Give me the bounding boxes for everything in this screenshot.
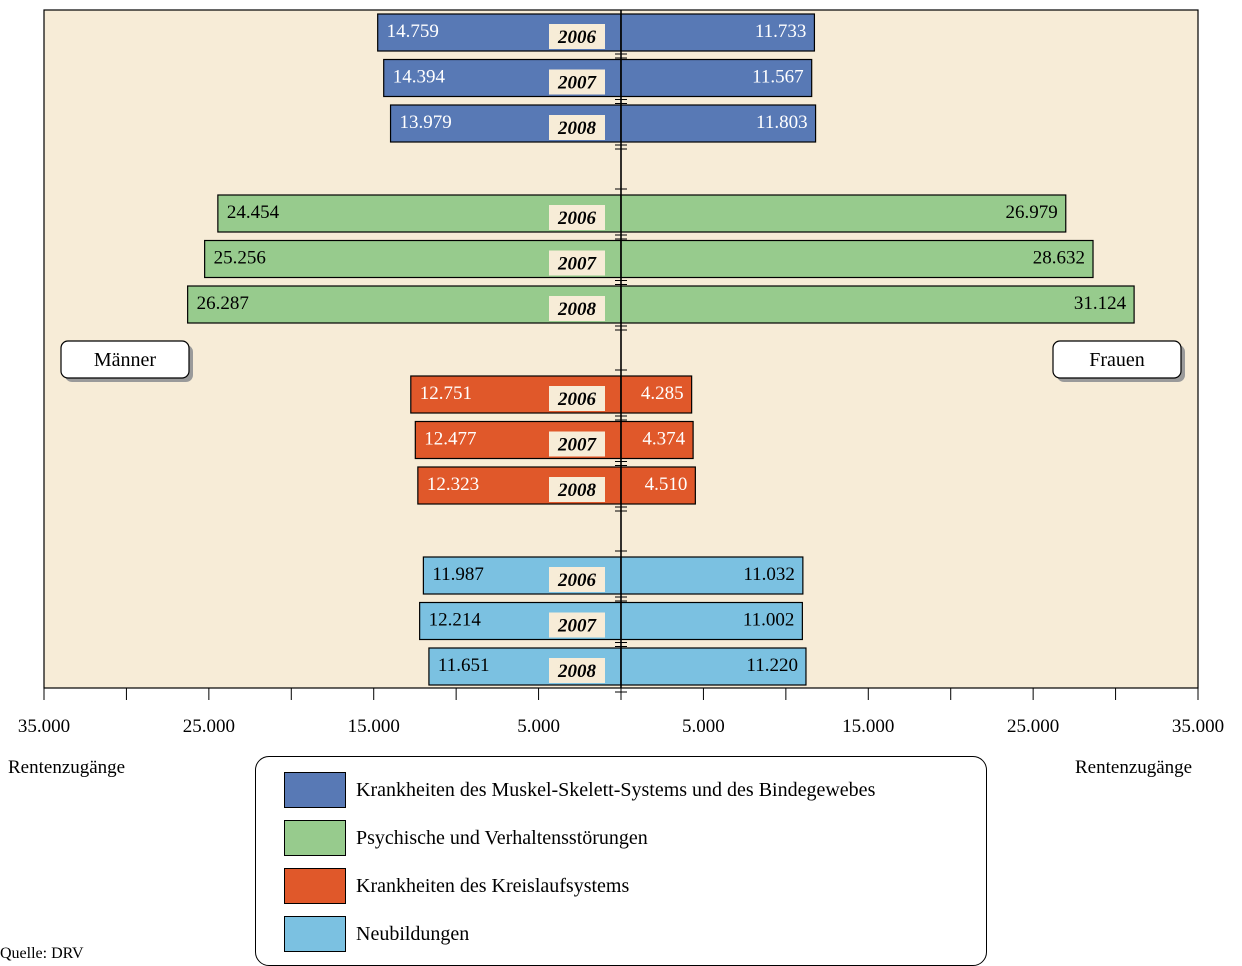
year-label-box [549, 431, 605, 457]
bar-women [620, 58, 813, 98]
year-label-box [549, 567, 605, 592]
data-label-women: 11.803 [756, 112, 808, 133]
x-tick-label: 35.000 [1172, 716, 1224, 737]
year-label-box [549, 658, 605, 683]
data-label-men: 12.214 [429, 610, 482, 631]
year-label: 2006 [557, 389, 597, 410]
bar-women [620, 13, 816, 52]
year-label: 2008 [557, 661, 597, 682]
legend-swatch [284, 820, 346, 856]
source-note: Quelle: DRV [0, 945, 84, 962]
year-label-box [549, 386, 605, 411]
data-label-men: 25.256 [214, 248, 266, 269]
year-label: 2008 [557, 118, 597, 139]
year-label-box [549, 24, 605, 49]
data-label-men: 12.751 [420, 383, 472, 404]
legend-label: Krankheiten des Kreislaufsystems [356, 874, 630, 897]
bar-women [620, 194, 1067, 233]
year-label-box [549, 115, 605, 140]
butterfly-chart: 14.759 11.733 2006 14.394 11.567 2007 13.979 11… [18, 9, 1224, 737]
data-label-women: 4.285 [641, 383, 684, 404]
women-box [1052, 340, 1182, 379]
data-label-men: 13.979 [400, 112, 452, 133]
year-label: 2006 [557, 208, 597, 229]
data-label-men: 14.394 [393, 67, 446, 88]
data-label-women: 26.979 [1006, 202, 1058, 223]
data-label-men: 12.477 [424, 429, 476, 450]
legend-item: Neubildungen [284, 915, 469, 953]
legend-item: Psychische und Verhaltensstörungen [284, 819, 648, 857]
bar-women [620, 285, 1135, 324]
data-label-men: 12.323 [427, 474, 479, 495]
year-label: 2008 [557, 480, 597, 501]
bar-women [620, 239, 1094, 279]
year-label-box [549, 612, 605, 638]
x-axis-label-left: Rentenzugänge [8, 757, 126, 778]
bar-women [620, 466, 696, 505]
year-label-box [549, 296, 605, 321]
year-label: 2007 [557, 616, 598, 637]
data-label-women: 11.032 [743, 564, 795, 585]
year-label: 2007 [557, 435, 598, 456]
data-label-men: 14.759 [387, 21, 439, 42]
year-label-box [549, 69, 605, 95]
data-label-men: 11.987 [432, 564, 484, 585]
x-tick-label: 5.000 [517, 716, 560, 737]
data-label-men: 24.454 [227, 202, 280, 223]
legend-label: Neubildungen [356, 922, 470, 945]
data-label-women: 4.374 [642, 429, 685, 450]
bar-women [620, 420, 694, 460]
data-label-women: 4.510 [645, 474, 688, 495]
x-tick-label: 15.000 [842, 716, 894, 737]
x-tick-label: 25.000 [183, 716, 235, 737]
bars-layer: 14.759 11.733 2006 14.394 11.567 2007 13.979 11… [187, 13, 1135, 686]
year-label-box [549, 250, 605, 276]
year-label-box [549, 205, 605, 230]
legend: Krankheiten des Muskel-Skelett-Systems u… [255, 756, 987, 966]
data-label-men: 26.287 [197, 293, 249, 314]
year-label: 2007 [557, 254, 598, 275]
legend-item: Krankheiten des Muskel-Skelett-Systems u… [284, 771, 875, 809]
x-axis: 35.000 25.000 15.000 5.000 5.000 15.000 25.000… [18, 10, 1224, 737]
data-label-women: 31.124 [1074, 293, 1127, 314]
data-label-women: 11.567 [752, 67, 804, 88]
side-labels: Männer Frauen [60, 340, 1185, 382]
legend-label: Krankheiten des Muskel-Skelett-Systems u… [356, 778, 876, 801]
data-label-women: 11.733 [755, 21, 807, 42]
x-tick-label: 35.000 [18, 716, 70, 737]
x-tick-label: 5.000 [682, 716, 725, 737]
men-label: Männer [94, 349, 157, 371]
data-label-women: 11.220 [746, 655, 798, 676]
bar-men [187, 285, 622, 324]
bar-women [620, 601, 803, 641]
year-label: 2008 [557, 299, 597, 320]
legend-label: Psychische und Verhaltensstörungen [356, 826, 648, 849]
x-tick-label: 25.000 [1007, 716, 1059, 737]
year-label-box [549, 477, 605, 502]
year-label: 2006 [557, 27, 597, 48]
x-tick-label: 15.000 [348, 716, 400, 737]
x-axis-label-right: Rentenzugänge [1075, 757, 1193, 778]
year-label: 2007 [557, 73, 598, 94]
legend-swatch [284, 868, 346, 904]
men-box [60, 340, 190, 379]
legend-swatch [284, 916, 346, 952]
legend-item: Krankheiten des Kreislaufsystems [284, 867, 629, 905]
data-label-women: 28.632 [1033, 248, 1085, 269]
women-label: Frauen [1089, 349, 1145, 371]
data-label-men: 11.651 [438, 655, 490, 676]
legend-swatch [284, 772, 346, 808]
data-label-women: 11.002 [743, 610, 795, 631]
year-label: 2006 [557, 570, 597, 591]
bar-women [620, 556, 804, 595]
